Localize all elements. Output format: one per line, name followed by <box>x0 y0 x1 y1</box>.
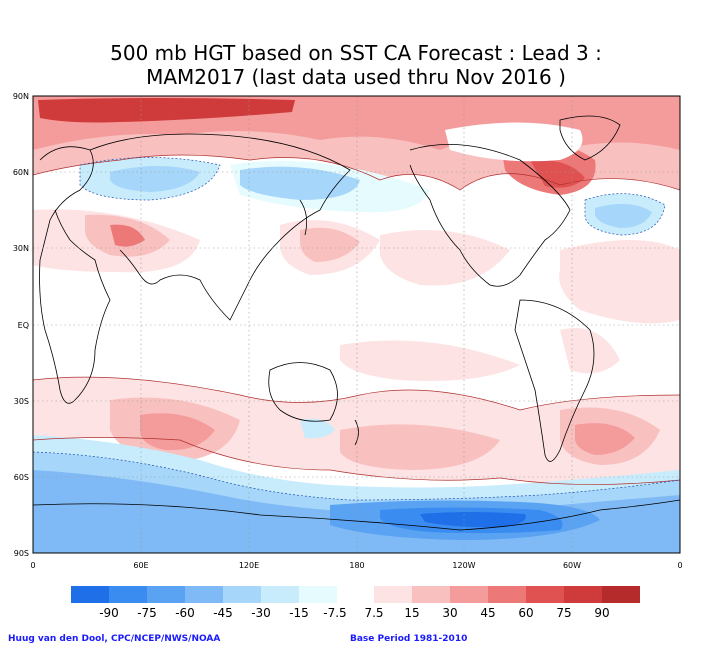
lon-label: 0 <box>30 561 35 570</box>
colorbar-label: -90 <box>99 606 119 620</box>
colorbar-swatch <box>185 586 223 603</box>
colorbar-label: 7.5 <box>364 606 383 620</box>
anomaly-region <box>595 203 652 228</box>
colorbar-label: -75 <box>137 606 157 620</box>
colorbar-label: 90 <box>594 606 609 620</box>
colorbar-label: 30 <box>442 606 457 620</box>
colorbar-swatch <box>374 586 412 603</box>
colorbar-swatch <box>564 586 602 603</box>
anomaly-region <box>140 413 215 451</box>
colorbar-swatch <box>147 586 185 603</box>
anomaly-region <box>240 166 360 200</box>
anomaly-region <box>380 230 510 286</box>
lat-label: 90S <box>14 549 29 558</box>
credit-text: Huug van den Dool, CPC/NCEP/NWS/NOAA <box>8 634 221 644</box>
colorbar-label: 15 <box>404 606 419 620</box>
colorbar-label: -45 <box>213 606 233 620</box>
anomaly-region <box>340 340 520 381</box>
anomaly-region <box>38 98 295 123</box>
anomaly-region <box>300 418 335 439</box>
colorbar-label: 60 <box>518 606 533 620</box>
lon-label: 120E <box>239 561 259 570</box>
lon-label: 180 <box>349 561 364 570</box>
anomaly-region <box>445 122 583 162</box>
colorbar-label: -60 <box>175 606 195 620</box>
anomaly-region <box>110 166 200 192</box>
map-frame <box>32 95 681 554</box>
colorbar-swatch <box>109 586 147 603</box>
lon-label: 0 <box>677 561 682 570</box>
colorbar-label: -30 <box>251 606 271 620</box>
base-period-text: Base Period 1981-2010 <box>350 634 468 644</box>
colorbar-swatch <box>412 586 450 603</box>
colorbar-label: -15 <box>289 606 309 620</box>
chart-title-line-1: 500 mb HGT based on SST CA Forecast : Le… <box>110 41 602 65</box>
lat-label: 60S <box>14 473 29 482</box>
lon-label: 120W <box>452 561 475 570</box>
anomaly-field <box>33 96 680 553</box>
lat-label: EQ <box>18 321 29 330</box>
anomaly-region <box>530 159 585 188</box>
colorbar-swatch <box>299 586 337 603</box>
coastlines <box>33 115 680 531</box>
colorbar-swatch <box>450 586 488 603</box>
colorbar-swatch <box>488 586 526 603</box>
colorbar-swatch <box>223 586 261 603</box>
anomaly-region <box>575 423 635 455</box>
colorbar-swatch <box>526 586 564 603</box>
lon-label: 60W <box>563 561 581 570</box>
anomaly-region <box>420 512 526 528</box>
anomaly-region <box>300 227 360 262</box>
lat-label: 90N <box>13 92 29 101</box>
anomaly-region <box>340 424 500 470</box>
colorbar: -90 -75 -60 -45 -30 -15 -7.5 7.5 15 30 45 60 75 90 <box>71 586 640 620</box>
colorbar-label: 75 <box>556 606 571 620</box>
anomaly-region <box>560 328 620 374</box>
lat-label: 60N <box>13 168 29 177</box>
colorbar-label: 45 <box>480 606 495 620</box>
lat-label: 30S <box>14 397 29 406</box>
lat-label: 30N <box>13 244 29 253</box>
colorbar-swatch <box>71 586 109 603</box>
colorbar-swatch <box>261 586 299 603</box>
colorbar-label: -7.5 <box>323 606 346 620</box>
anomaly-region <box>559 240 680 324</box>
lon-label: 60E <box>133 561 148 570</box>
colorbar-swatch <box>602 586 640 603</box>
anomaly-region <box>110 224 145 247</box>
chart-title-line-2: MAM2017 (last data used thru Nov 2016 ) <box>146 65 566 89</box>
